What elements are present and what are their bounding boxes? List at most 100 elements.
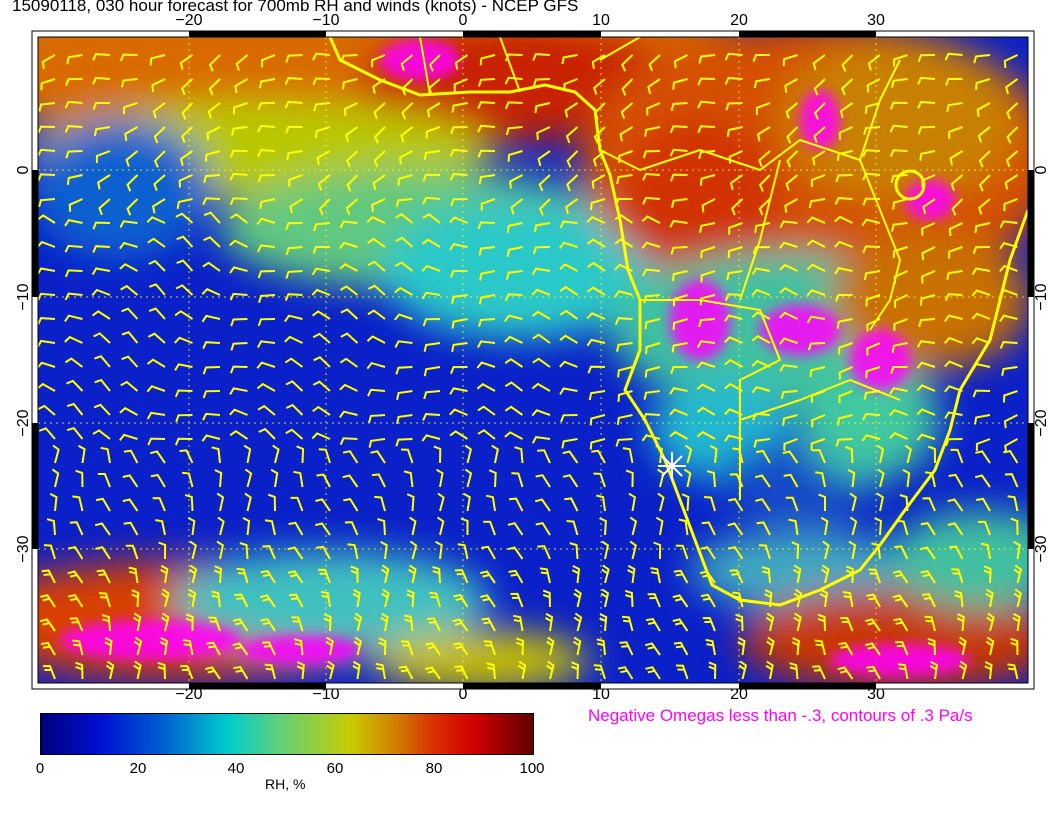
- wind-barb: [65, 78, 83, 86]
- wind-barb: [436, 516, 445, 536]
- wind-barb: [396, 414, 413, 425]
- wind-barb: [288, 521, 304, 536]
- wind-barb: [481, 545, 496, 560]
- wind-barb: [476, 382, 496, 392]
- wind-barb: [897, 663, 909, 680]
- wind-barb: [65, 150, 83, 159]
- wind-barb: [542, 589, 551, 608]
- wind-barb: [838, 641, 854, 656]
- wind-barb: [890, 366, 908, 374]
- wind-barb: [371, 473, 386, 488]
- wind-barb: [614, 317, 633, 326]
- wind-barb: [983, 565, 992, 584]
- wind-barb: [421, 434, 441, 442]
- wind-barb: [999, 220, 1018, 229]
- wind-barb: [808, 198, 826, 209]
- wind-barb: [645, 666, 661, 680]
- wind-barb: [343, 102, 358, 117]
- wind-barb: [1010, 517, 1019, 536]
- wind-barb: [400, 54, 414, 71]
- wind-barb: [647, 593, 661, 608]
- wind-barb: [208, 78, 221, 96]
- wind-barb: [202, 412, 221, 421]
- wind-barb: [128, 566, 139, 584]
- wind-barb: [559, 387, 578, 395]
- wind-barb: [615, 197, 633, 206]
- wind-barb: [452, 642, 469, 656]
- wind-barb: [782, 414, 798, 426]
- wind-barb: [480, 594, 496, 608]
- wind-barb: [374, 495, 386, 512]
- wind-barb: [531, 310, 551, 320]
- wind-barb: [835, 438, 853, 447]
- wind-barb: [562, 474, 579, 488]
- wind-barb: [537, 545, 551, 560]
- wind-barb: [672, 318, 688, 331]
- wind-barb: [403, 614, 414, 632]
- wind-barb: [339, 410, 358, 418]
- wind-barb: [146, 216, 166, 224]
- wind-barb: [126, 198, 139, 216]
- wind-barb: [697, 77, 716, 86]
- wind-barb: [614, 238, 634, 248]
- wind-barb: [538, 174, 551, 192]
- wind-barb: [433, 445, 442, 464]
- wind-barb: [395, 438, 413, 447]
- wind-barb: [257, 244, 276, 253]
- wind-barb: [728, 150, 743, 164]
- rh-colorbar: [40, 713, 534, 755]
- wind-barb: [751, 385, 771, 394]
- wind-barb: [708, 661, 717, 680]
- wind-barb: [435, 540, 443, 560]
- wind-barb: [153, 174, 166, 192]
- wind-barb: [122, 102, 138, 115]
- wind-barb: [894, 545, 909, 560]
- wind-barb: [452, 618, 469, 632]
- wind-barb: [449, 172, 468, 181]
- wind-barb: [146, 358, 166, 368]
- wind-barb: [125, 544, 139, 560]
- wind-barb: [588, 390, 606, 401]
- wind-barb: [396, 390, 413, 401]
- wind-barb: [621, 54, 634, 72]
- wind-barb: [624, 589, 634, 608]
- wind-barb: [671, 342, 688, 353]
- wind-barb: [737, 636, 746, 656]
- wind-barb: [566, 174, 579, 192]
- wind-barb: [699, 570, 716, 584]
- wind-barb: [94, 378, 111, 392]
- wind-barb: [203, 236, 221, 248]
- wind-barb: [946, 270, 963, 281]
- wind-barb: [182, 639, 194, 656]
- wind-barb: [100, 446, 111, 464]
- wind-barb: [367, 284, 386, 296]
- wind-barb: [980, 542, 991, 560]
- wind-barb: [179, 449, 194, 464]
- wind-barb: [488, 469, 497, 488]
- wind-barb: [669, 387, 688, 395]
- wind-barb: [126, 174, 139, 192]
- wind-barb: [729, 174, 744, 191]
- wind-barb: [731, 198, 744, 216]
- wind-barb: [507, 150, 523, 162]
- wind-barb: [619, 641, 634, 656]
- wind-barb: [999, 242, 1018, 250]
- wind-barb: [296, 661, 305, 680]
- wind-barb: [644, 126, 661, 137]
- wind-barb: [244, 468, 253, 488]
- wind-barb: [124, 126, 138, 141]
- wind-barb: [232, 102, 248, 115]
- colorbar-tick: 80: [425, 760, 443, 777]
- wind-barb: [947, 522, 964, 536]
- wind-barb: [644, 642, 661, 656]
- wind-barb: [203, 211, 221, 224]
- wind-barb: [669, 219, 688, 228]
- wind-barb: [95, 497, 111, 512]
- wind-barb: [229, 239, 248, 248]
- wind-barb: [38, 361, 56, 369]
- wind-barb: [121, 307, 139, 320]
- wind-barb: [42, 664, 56, 680]
- wind-barb: [187, 588, 197, 608]
- wind-barb: [353, 636, 363, 656]
- wind-barb: [507, 522, 524, 536]
